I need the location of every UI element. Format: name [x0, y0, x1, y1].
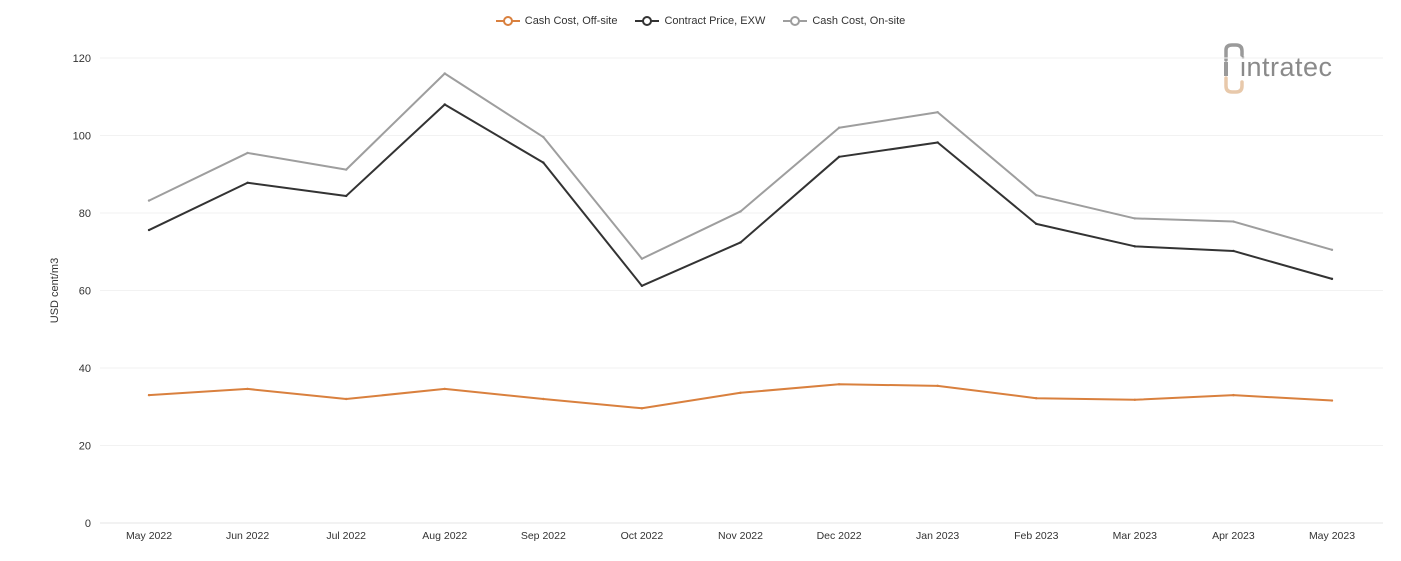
x-tick-label: Sep 2022 [521, 530, 566, 542]
series-line-cash-cost-off-site[interactable] [148, 383, 1333, 410]
x-tick-label: Oct 2022 [621, 530, 664, 542]
data-point[interactable] [1330, 399, 1334, 402]
x-tick-label: Mar 2023 [1113, 530, 1158, 542]
series-line-contract-price-exw[interactable] [148, 103, 1333, 287]
x-tick-label: May 2023 [1309, 530, 1355, 542]
y-tick-label: 100 [73, 131, 91, 143]
x-tick-label: Dec 2022 [817, 530, 862, 542]
legend-swatch-icon [495, 16, 520, 26]
x-tick-label: Feb 2023 [1014, 530, 1059, 542]
data-point[interactable] [1330, 248, 1334, 252]
data-point[interactable] [1035, 397, 1038, 400]
data-point[interactable] [1035, 222, 1038, 226]
x-tick-label: Jul 2022 [326, 530, 366, 542]
data-point[interactable] [443, 387, 446, 391]
legend-swatch-icon [635, 16, 660, 26]
y-axis-label: USD cent/m3 [49, 258, 61, 323]
series-lines [147, 72, 1334, 410]
intratec-logo: intratec [1222, 42, 1372, 97]
x-tick-label: Apr 2023 [1212, 530, 1255, 542]
data-point[interactable] [739, 391, 742, 394]
y-tick-label: 0 [85, 518, 91, 530]
data-point[interactable] [1232, 249, 1235, 253]
data-point[interactable] [147, 393, 151, 397]
data-point[interactable] [936, 141, 939, 144]
data-point[interactable] [147, 228, 151, 232]
data-point[interactable] [1035, 193, 1038, 197]
data-point[interactable] [542, 397, 545, 401]
legend-label: Cash Cost, On-site [812, 15, 906, 27]
x-tick-label: Aug 2022 [422, 530, 467, 542]
data-point[interactable] [640, 284, 644, 288]
data-point[interactable] [837, 126, 841, 129]
legend-item-cash-cost-off-site[interactable]: Cash Cost, Off-site [495, 15, 618, 27]
data-point[interactable] [542, 135, 545, 139]
data-point[interactable] [443, 72, 446, 75]
data-point[interactable] [1330, 277, 1334, 281]
y-tick-label: 120 [73, 53, 91, 65]
x-tick-label: May 2022 [126, 530, 172, 542]
data-point[interactable] [739, 210, 742, 213]
data-point[interactable] [1232, 393, 1235, 397]
legend-label: Cash Cost, Off-site [524, 15, 618, 27]
data-point[interactable] [1232, 220, 1235, 223]
data-point[interactable] [837, 383, 841, 386]
chart-legend: Cash Cost, Off-site Contract Price, EXW … [0, 15, 1401, 27]
y-tick-label: 40 [79, 363, 91, 375]
intratec-logo-mark-icon [1224, 43, 1244, 94]
legend-label: Contract Price, EXW [664, 15, 766, 27]
grid-lines [100, 57, 1383, 446]
data-point[interactable] [147, 199, 151, 202]
legend-item-contract-price-exw[interactable]: Contract Price, EXW [635, 15, 765, 27]
x-tick-label: Nov 2022 [718, 530, 763, 542]
data-point[interactable] [1133, 245, 1137, 248]
data-point[interactable] [246, 151, 249, 155]
series-line-cash-cost-on-site[interactable] [148, 72, 1333, 260]
data-point[interactable] [1133, 398, 1137, 401]
y-tick-label: 20 [79, 441, 91, 453]
data-point[interactable] [344, 397, 348, 401]
data-point[interactable] [344, 168, 348, 171]
data-point[interactable] [1133, 217, 1137, 220]
x-tick-label: Jun 2022 [226, 530, 269, 542]
data-point[interactable] [739, 241, 742, 244]
y-tick-label: 80 [79, 208, 91, 220]
y-axis-ticks: 0 20 40 60 80 100 120 [73, 53, 91, 530]
data-point[interactable] [640, 407, 644, 410]
x-tick-label: Jan 2023 [916, 530, 959, 542]
data-point[interactable] [443, 103, 446, 106]
legend-swatch-icon [783, 16, 808, 26]
y-tick-label: 60 [79, 286, 91, 298]
data-point[interactable] [837, 155, 841, 159]
data-point[interactable] [246, 387, 249, 391]
x-axis-ticks: May 2022 Jun 2022 Jul 2022 Aug 2022 Sep 2022… [126, 530, 1355, 542]
logo-text: intratec [1240, 52, 1333, 82]
data-point[interactable] [936, 384, 939, 388]
data-point[interactable] [936, 111, 939, 114]
legend-item-cash-cost-on-site[interactable]: Cash Cost, On-site [783, 15, 905, 27]
data-point[interactable] [542, 161, 545, 164]
data-point[interactable] [640, 257, 644, 260]
data-point[interactable] [344, 194, 348, 198]
data-point[interactable] [246, 181, 249, 184]
